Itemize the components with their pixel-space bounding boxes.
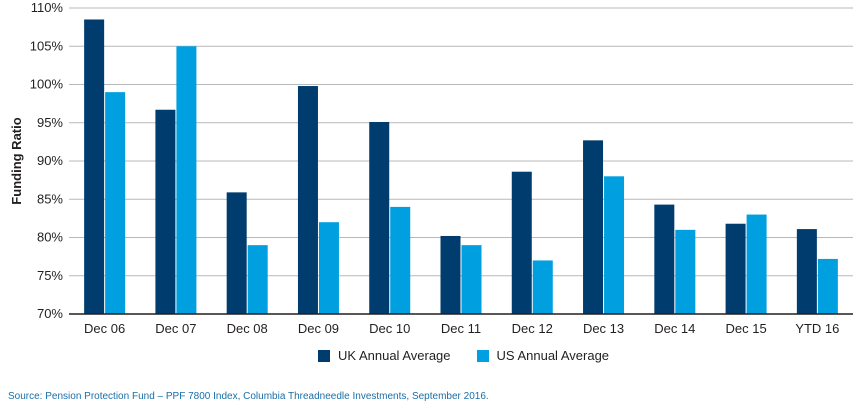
bar [796, 229, 817, 314]
x-tick-label: Dec 14 [654, 321, 695, 336]
bar [817, 258, 838, 314]
y-tick-label: 95% [37, 115, 63, 130]
bar [297, 86, 318, 314]
y-axis-label: Funding Ratio [9, 117, 24, 204]
x-tick-label: Dec 11 [441, 321, 481, 336]
y-tick-label: 70% [37, 306, 63, 321]
x-tick-label: YTD 16 [795, 321, 839, 336]
bar [461, 245, 482, 314]
bar [583, 140, 604, 314]
x-tick-label: Dec 15 [725, 321, 766, 336]
bar [84, 19, 105, 314]
x-tick-label: Dec 12 [512, 321, 553, 336]
y-tick-label: 80% [37, 230, 63, 245]
bar [390, 206, 411, 314]
y-tick-label: 105% [30, 38, 64, 53]
bar [654, 204, 675, 314]
y-tick-label: 110% [31, 0, 64, 15]
y-tick-label: 100% [30, 77, 64, 92]
legend-label-us: US Annual Average [496, 348, 610, 363]
bar [155, 109, 176, 315]
bar [604, 176, 625, 314]
bar [176, 46, 197, 314]
bar [725, 223, 746, 314]
bar [226, 192, 247, 314]
legend-swatch-uk [318, 349, 330, 362]
x-tick-label: Dec 08 [227, 321, 268, 336]
bar [746, 214, 767, 314]
bar [440, 235, 461, 314]
bar [675, 229, 696, 314]
legend-item-uk: UK Annual Average [318, 348, 451, 363]
bar [532, 260, 553, 314]
bar [511, 171, 532, 314]
x-tick-label: Dec 09 [298, 321, 339, 336]
bar [105, 92, 126, 315]
legend-label-uk: UK Annual Average [338, 348, 451, 363]
x-tick-label: Dec 10 [369, 321, 410, 336]
x-tick-label: Dec 06 [84, 321, 125, 336]
y-tick-label: 90% [37, 153, 63, 168]
x-tick-label: Dec 13 [583, 321, 624, 336]
x-tick-label: Dec 07 [155, 321, 196, 336]
legend-item-us: US Annual Average [476, 348, 610, 363]
funding-ratio-chart: 70% 75% 80% 85% 90% 95% 100% 105% 110% Funding Ra… [9, 0, 853, 336]
y-tick-label: 85% [37, 191, 63, 206]
bar [247, 245, 268, 314]
source-note: Source: Pension Protection Fund – PPF 78… [8, 391, 489, 402]
legend: UK Annual Average US Annual Average [318, 348, 609, 363]
bar [318, 222, 339, 314]
bar [369, 121, 390, 314]
legend-swatch-us [476, 349, 489, 362]
y-tick-label: 75% [37, 268, 63, 283]
